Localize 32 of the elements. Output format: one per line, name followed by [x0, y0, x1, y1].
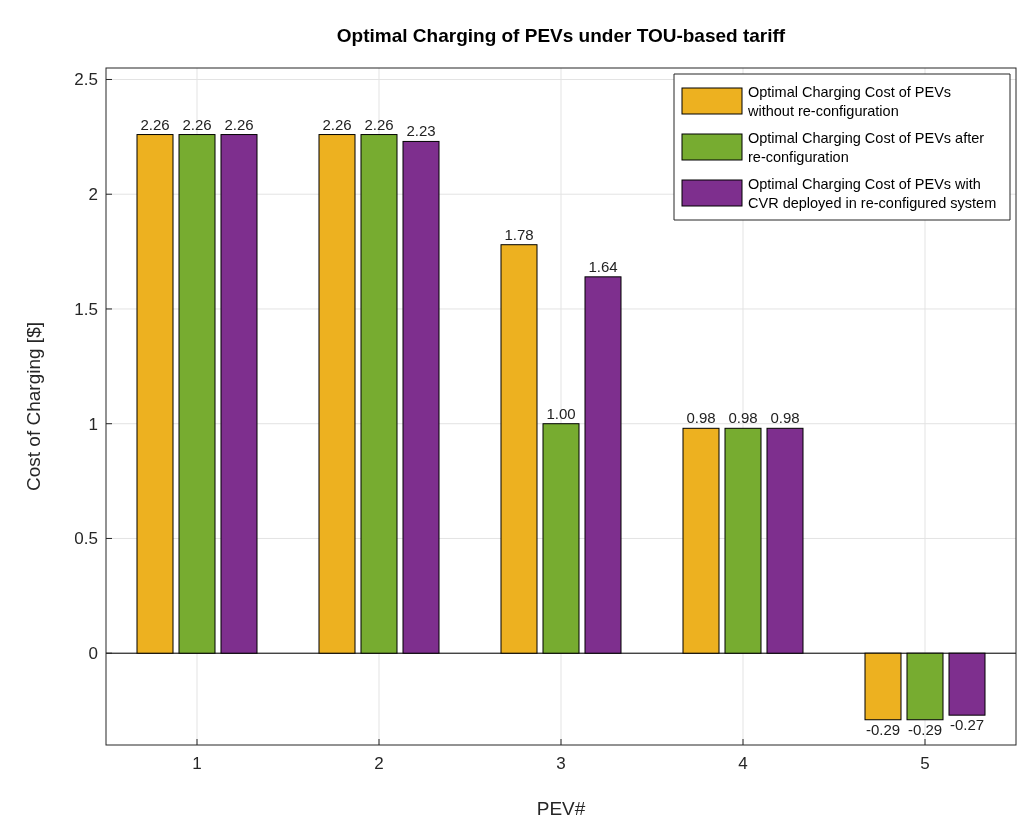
data-label: 2.26 — [322, 115, 352, 133]
data-label: 0.98 — [770, 409, 800, 427]
y-axis-title: Cost of Charging [$] — [23, 322, 44, 491]
x-tick-label: 4 — [738, 754, 748, 773]
x-tick-label: 2 — [374, 754, 384, 773]
y-tick-label: 0.5 — [74, 529, 98, 549]
y-tick-label: 2 — [88, 185, 98, 205]
x-tick-label: 5 — [920, 754, 930, 773]
y-tick-label: 2.5 — [74, 70, 98, 90]
data-label: 0.98 — [686, 409, 716, 427]
data-label: 2.26 — [364, 115, 394, 133]
legend-label: Optimal Charging Cost of PEVs without re-configuration — [747, 84, 952, 119]
data-label: 1.64 — [588, 257, 618, 275]
y-tick-label: 1 — [88, 414, 98, 434]
data-label: -0.27 — [949, 716, 985, 734]
data-label: 1.78 — [504, 225, 534, 243]
x-tick-label: 3 — [556, 754, 566, 773]
x-tick-label: 1 — [192, 754, 202, 773]
data-label: 2.23 — [406, 122, 436, 140]
x-axis-title: PEV# — [536, 798, 586, 819]
data-label: 2.26 — [224, 115, 254, 133]
data-label: 2.26 — [182, 115, 212, 133]
chart-title: Optimal Charging of PEVs under TOU-based tariff — [336, 25, 786, 46]
data-label: -0.29 — [865, 720, 901, 738]
data-label: 1.00 — [546, 404, 576, 422]
data-label: 0.98 — [728, 409, 758, 427]
data-label: 2.26 — [140, 115, 170, 133]
y-tick-label: 1.5 — [74, 299, 98, 319]
legend-label: Optimal Charging Cost of PEVs with CVR deployed in re-configured system — [748, 176, 997, 211]
y-tick-label: 0 — [88, 644, 98, 664]
data-label: -0.29 — [907, 720, 943, 738]
legend-label: Optimal Charging Cost of PEVs after re-configuration — [748, 130, 985, 165]
